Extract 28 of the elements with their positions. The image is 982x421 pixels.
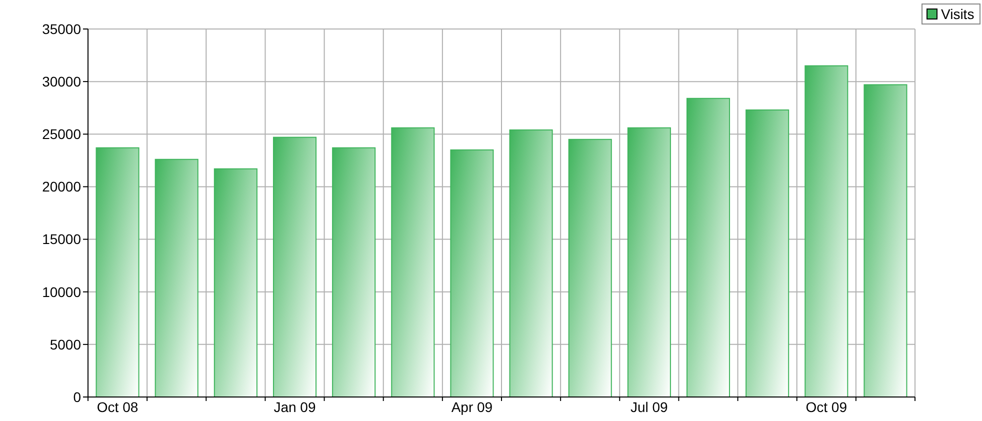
y-tick-label: 35000: [42, 20, 82, 37]
bar: [509, 129, 553, 398]
bar: [450, 149, 494, 398]
bar: [804, 65, 848, 398]
bar: [568, 138, 612, 398]
bar: [864, 84, 908, 398]
y-tick-label: 10000: [42, 284, 82, 300]
legend-label: Visits: [941, 6, 974, 22]
x-tick-label: Oct 08: [96, 399, 138, 415]
y-tick-label: 25000: [42, 126, 82, 142]
y-tick-label: 20000: [42, 178, 82, 195]
bar: [154, 158, 198, 398]
bar: [746, 109, 790, 398]
bar: [391, 127, 435, 398]
y-tick-label: 30000: [42, 73, 82, 90]
bar: [96, 147, 140, 398]
x-tick-label: Jan 09: [274, 399, 316, 415]
bar: [272, 136, 317, 398]
y-tick-label: 5000: [50, 336, 82, 352]
bar: [686, 98, 730, 398]
x-tick-label: Oct 09: [806, 399, 848, 415]
y-tick-label: 0: [73, 388, 82, 405]
bar: [214, 168, 258, 398]
x-tick-label: Jul 09: [630, 399, 668, 415]
y-tick-label: 15000: [42, 231, 82, 248]
x-tick-label: Apr 09: [451, 399, 493, 415]
bar: [332, 147, 376, 398]
bar: [627, 127, 671, 398]
